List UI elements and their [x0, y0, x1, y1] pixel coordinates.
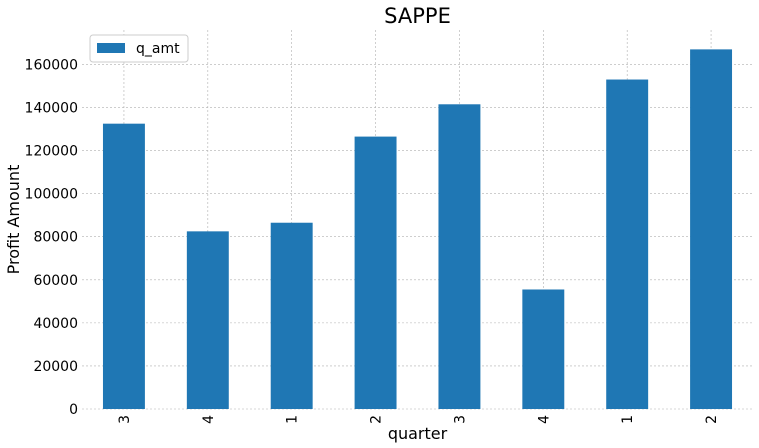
y-tick-label: 140000 [25, 101, 78, 117]
y-axis-ticks: 0 20000 40000 60000 80000 100000 120000 140000 1… [25, 57, 78, 418]
y-tick-label: 80000 [33, 230, 78, 246]
bars [102, 49, 733, 410]
y-tick-label: 20000 [33, 359, 78, 375]
x-tick-label: 2 [369, 415, 385, 424]
y-tick-label: 160000 [25, 57, 78, 73]
x-tick-label: 3 [452, 415, 468, 424]
x-tick-label: 2 [704, 415, 720, 424]
x-axis-ticks: 3 4 1 2 3 4 1 2 [117, 415, 720, 424]
x-tick-label: 1 [285, 415, 301, 424]
bar [102, 123, 145, 410]
bar [606, 79, 649, 409]
y-tick-label: 120000 [25, 144, 78, 160]
legend: q_amt [89, 34, 189, 63]
y-tick-label: 100000 [25, 187, 78, 203]
grid [82, 30, 753, 410]
x-tick-label: 4 [201, 415, 217, 424]
bar [186, 231, 229, 409]
x-axis-label: quarter [388, 424, 448, 443]
bar [522, 289, 565, 409]
y-tick-label: 40000 [33, 316, 78, 332]
y-tick-label: 0 [69, 402, 78, 418]
x-tick-label: 3 [117, 415, 133, 424]
x-tick-label: 4 [536, 415, 552, 424]
legend-box [89, 34, 189, 63]
y-tick-label: 60000 [33, 273, 78, 289]
bar [690, 49, 733, 410]
bar [354, 136, 397, 409]
y-axis-label: Profit Amount [4, 165, 23, 275]
bar [438, 104, 481, 410]
chart-title: SAPPE [384, 4, 451, 28]
legend-swatch [97, 43, 125, 53]
legend-label: q_amt [136, 41, 180, 57]
bar [270, 222, 313, 409]
x-tick-label: 1 [620, 415, 636, 424]
